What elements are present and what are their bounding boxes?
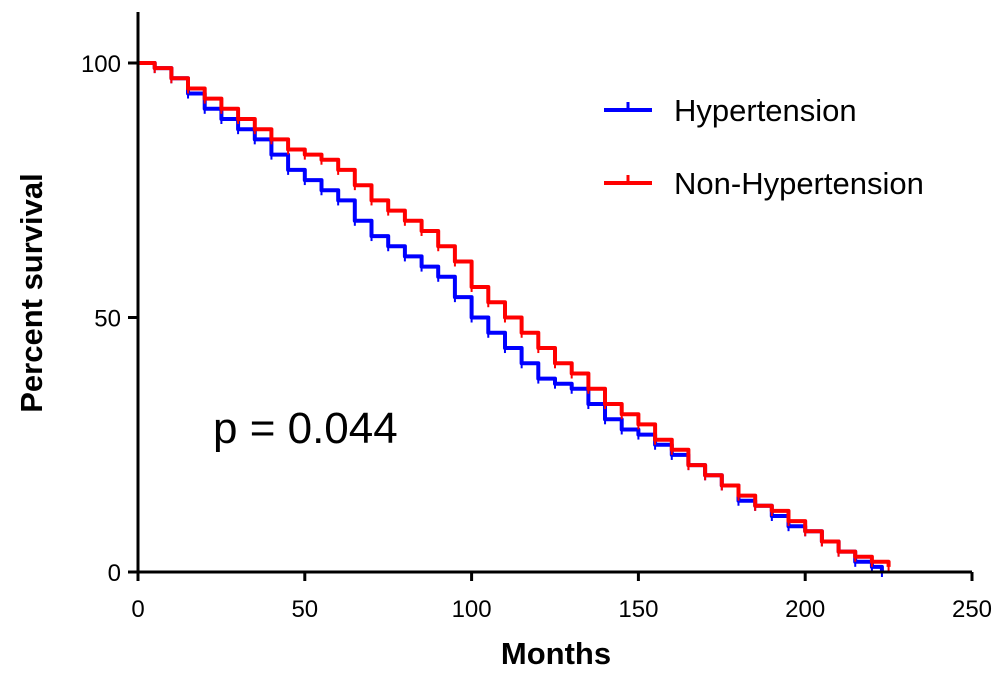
x-tick-label: 0 xyxy=(131,596,144,623)
x-tick-label: 150 xyxy=(618,596,658,623)
series-group xyxy=(138,61,891,577)
x-tick-label: 200 xyxy=(785,596,825,623)
y-tick-label: 0 xyxy=(108,560,121,587)
x-axis-title: Months xyxy=(501,636,611,671)
ticks-group: 0 50 100 150 200 250 0 50 100 xyxy=(81,51,992,623)
x-tick-label: 50 xyxy=(291,596,318,623)
axes-group xyxy=(136,12,972,574)
y-tick-label: 50 xyxy=(94,306,121,333)
series-line-non-hypertension xyxy=(138,61,891,567)
y-axis-title: Percent survival xyxy=(14,173,49,413)
y-tick-label: 100 xyxy=(81,51,121,78)
legend: Hypertension Non-Hypertension xyxy=(604,93,924,201)
p-value-annotation: p = 0.044 xyxy=(213,404,398,453)
legend-label-non-hypertension: Non-Hypertension xyxy=(674,166,924,201)
x-tick-label: 100 xyxy=(452,596,492,623)
x-tick-label: 250 xyxy=(952,596,992,623)
legend-label-hypertension: Hypertension xyxy=(674,93,857,128)
